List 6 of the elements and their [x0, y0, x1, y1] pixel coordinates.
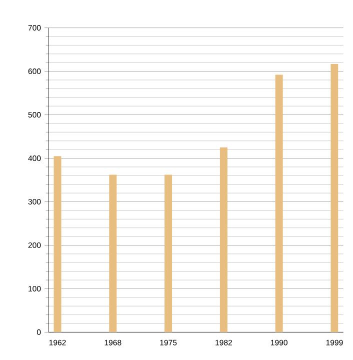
bar	[330, 64, 338, 332]
bar	[220, 147, 228, 332]
bar	[164, 174, 172, 332]
bar	[275, 74, 283, 332]
bar	[54, 156, 62, 332]
bar	[109, 174, 117, 332]
